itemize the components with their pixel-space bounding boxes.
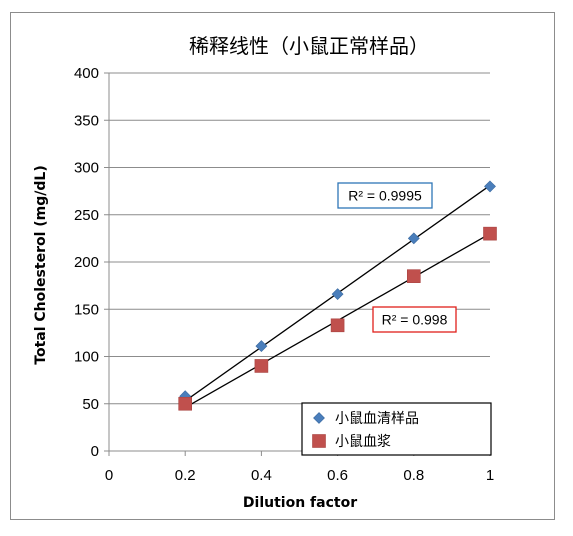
y-tick-label: 100	[74, 349, 99, 366]
legend-label-series-1: 小鼠血清样品	[335, 411, 419, 427]
y-tick-label: 200	[74, 254, 99, 271]
legend-marker-series-1	[313, 412, 325, 424]
data-point-series-1	[255, 340, 268, 353]
r-squared-box	[337, 182, 433, 209]
axes	[104, 72, 491, 456]
x-tick-label: 1	[486, 467, 494, 484]
y-tick-label: 400	[74, 65, 99, 82]
legend-box	[301, 402, 492, 456]
y-tick-label: 350	[74, 112, 99, 129]
legend-marker-series-2	[312, 434, 326, 448]
x-axis-title: Dilution factor	[243, 495, 357, 511]
y-tick-label: 250	[74, 207, 99, 224]
x-tick-label: 0.8	[403, 467, 424, 484]
data-point-series-2	[254, 359, 269, 373]
r-squared-box	[372, 306, 457, 333]
x-tick-label: 0.6	[327, 467, 348, 484]
x-tick-label: 0.2	[175, 467, 196, 484]
data-point-series-2	[178, 396, 192, 411]
y-tick-labels: 0 50 100 150 200 250 300 350 400	[74, 65, 99, 460]
gridlines	[109, 72, 490, 405]
data-point-series-1	[484, 180, 496, 193]
data-point-series-1	[407, 232, 420, 245]
y-axis-title: Total Cholesterol (mg/dL)	[33, 165, 49, 364]
data-point-series-1	[331, 288, 344, 301]
r-squared-labels: R² = 0.9995 R² = 0.998	[337, 182, 457, 333]
y-tick-label: 150	[74, 301, 99, 318]
r-squared-text: R² = 0.998	[382, 312, 448, 328]
y-tick-label: 0	[91, 443, 99, 460]
r-squared-label-series-1: R² = 0.9995	[337, 182, 433, 209]
legend-label-series-2: 小鼠血浆	[335, 434, 391, 450]
data-point-series-2	[330, 318, 345, 333]
r-squared-label-series-2: R² = 0.998	[372, 306, 457, 333]
data-markers	[178, 180, 497, 411]
data-point-series-2	[483, 226, 497, 241]
x-tick-label: 0	[105, 467, 113, 484]
y-tick-label: 300	[74, 160, 99, 177]
y-tick-label: 50	[82, 396, 99, 413]
chart-title: 稀释线性（小鼠正常样品）	[189, 34, 429, 58]
x-tick-labels: 0 0.2 0.4 0.6 0.8 1	[105, 467, 494, 484]
x-tick-label: 0.4	[251, 467, 272, 484]
data-point-series-2	[406, 269, 421, 283]
r-squared-text: R² = 0.9995	[348, 188, 422, 204]
